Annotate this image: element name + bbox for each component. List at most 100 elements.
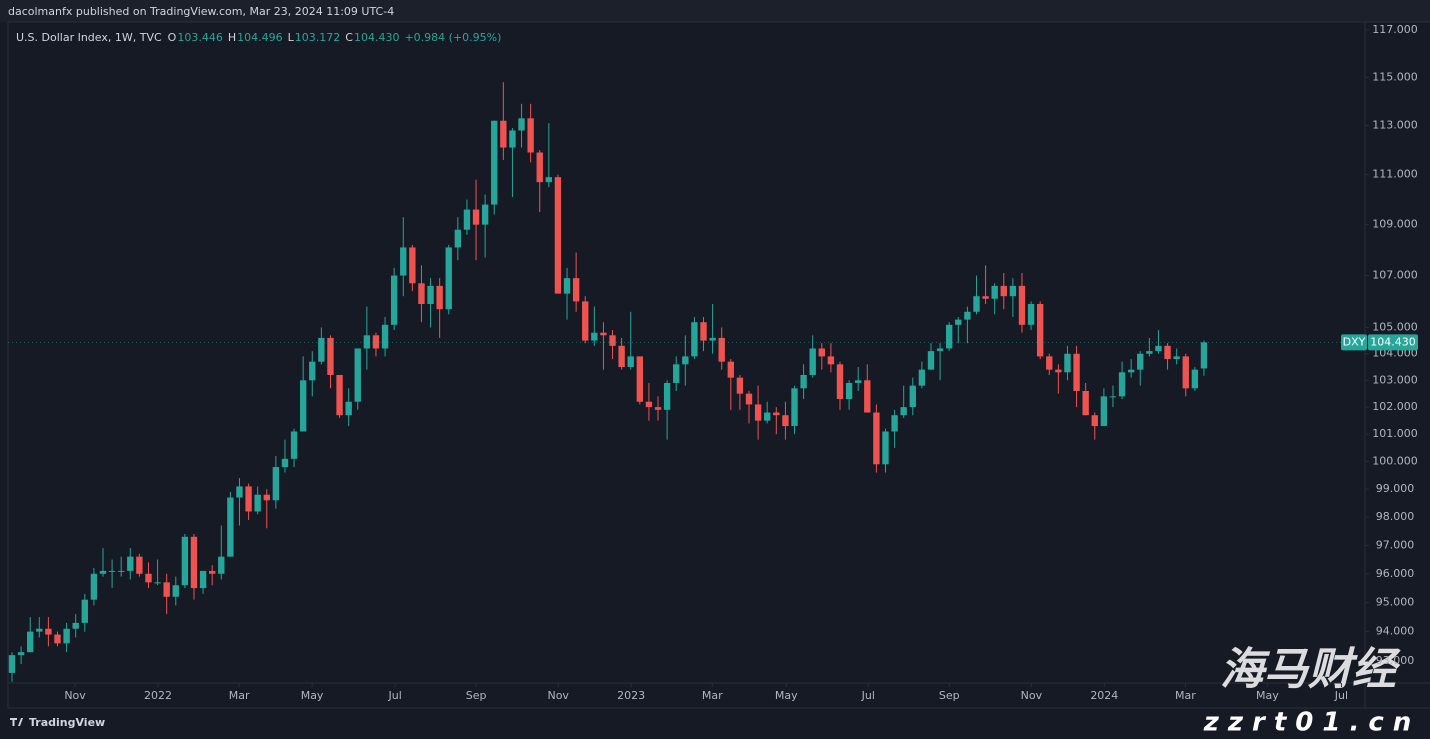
y-tick-label: 97.000 [1376, 538, 1415, 551]
candle-body [108, 570, 116, 572]
candle-body [945, 324, 953, 349]
candle-body [363, 335, 371, 349]
candle-body [909, 385, 916, 408]
y-tick-label: 96.000 [1376, 567, 1415, 580]
y-tick-label: 93.000 [1376, 654, 1415, 667]
candle-body [982, 296, 989, 299]
x-tick-label: Sep [939, 689, 960, 702]
legend-change: +0.984 (+0.95%) [404, 31, 501, 44]
x-tick-label: 2024 [1090, 689, 1118, 702]
candle-body [1127, 369, 1135, 373]
candle-body [481, 204, 489, 225]
candle-body [927, 351, 935, 370]
candle-body [72, 622, 79, 629]
candle-body [427, 285, 434, 304]
candle-body [500, 120, 507, 148]
candle-body [1191, 369, 1199, 389]
candle-body [118, 570, 125, 572]
candle-body [45, 628, 52, 635]
candle-body [991, 285, 998, 299]
candle-body [1000, 285, 1007, 297]
candle-body [418, 283, 425, 304]
plot [8, 82, 1208, 682]
candle-body [955, 319, 962, 325]
y-tick-label: 100.000 [1372, 455, 1418, 468]
candle-body [1027, 303, 1035, 325]
candle-body [454, 229, 462, 248]
candle-body [1164, 345, 1171, 360]
candle-body [290, 431, 298, 459]
candle-body [27, 631, 34, 653]
candle-body [1182, 356, 1189, 389]
x-tick-label: May [1256, 689, 1279, 702]
candle-body [154, 582, 161, 584]
candle-body [973, 296, 980, 312]
candle-body [1064, 353, 1071, 373]
candle-body [236, 486, 243, 498]
candle-body [1118, 372, 1126, 397]
candle-body [1109, 396, 1117, 398]
y-tick-label: 111.000 [1372, 168, 1418, 181]
legend-value: 103.172 [295, 31, 341, 44]
candle-body [809, 348, 816, 375]
x-tick-label: Mar [702, 689, 723, 702]
x-tick-label: Nov [547, 689, 569, 702]
candle-body [190, 536, 198, 589]
candle-body [936, 348, 944, 352]
watermark-url: zzrt01.cn [1203, 708, 1421, 738]
candle-body [1173, 356, 1180, 360]
legend: U.S. Dollar Index, 1W, TVC O 103.446 H 104.… [16, 31, 501, 44]
candle-body [836, 364, 844, 400]
candle-body [63, 628, 70, 644]
candle-body [254, 494, 261, 512]
candle-body [827, 356, 835, 365]
y-tick-label: 105.000 [1372, 320, 1418, 333]
candle-body [172, 585, 179, 597]
candle-body [36, 628, 43, 632]
candle-body [17, 652, 25, 656]
y-tick-label: 103.000 [1372, 373, 1418, 386]
legend-key: C [345, 31, 353, 44]
candle-body [299, 380, 307, 432]
candle-body [964, 311, 971, 320]
candle-body [800, 374, 807, 389]
x-tick-label: 2023 [617, 689, 645, 702]
candle-body [864, 380, 871, 413]
candle-body [527, 118, 534, 153]
candle-body [682, 356, 689, 365]
y-tick-label: 107.000 [1372, 269, 1418, 282]
x-tick-label: Nov [1021, 689, 1043, 702]
candle-body [918, 369, 926, 386]
header-bar [0, 0, 1430, 22]
candle-body [81, 599, 88, 623]
candle-body [227, 497, 234, 557]
x-tick-label: Mar [1175, 689, 1196, 702]
symbol-tag: DXY [1343, 335, 1366, 348]
candle-body [309, 361, 316, 381]
candle-body [336, 374, 343, 416]
watermark-name: 海马财经 [1220, 644, 1401, 695]
candle-body [663, 382, 671, 410]
candle-body [673, 364, 680, 383]
candle-body [791, 388, 798, 427]
legend-title: U.S. Dollar Index, 1W, TVC [16, 31, 162, 44]
legend-key: O [168, 31, 177, 44]
candle-body [1009, 285, 1017, 297]
x-tick-label: May [301, 689, 324, 702]
candle-body [345, 401, 352, 416]
y-tick-label: 94.000 [1376, 625, 1415, 638]
header-text: dacolmanfx published on TradingView.com,… [8, 5, 394, 18]
legend-key: H [228, 31, 236, 44]
candle-body [281, 458, 289, 468]
candle-body [764, 412, 771, 421]
candle-body [1018, 285, 1026, 325]
candle-body [727, 361, 734, 378]
candle-body [709, 337, 716, 341]
candle-body [400, 247, 407, 276]
y-tick-label: 95.000 [1376, 596, 1415, 609]
x-tick-label: May [775, 689, 798, 702]
logo-icon [10, 718, 23, 726]
